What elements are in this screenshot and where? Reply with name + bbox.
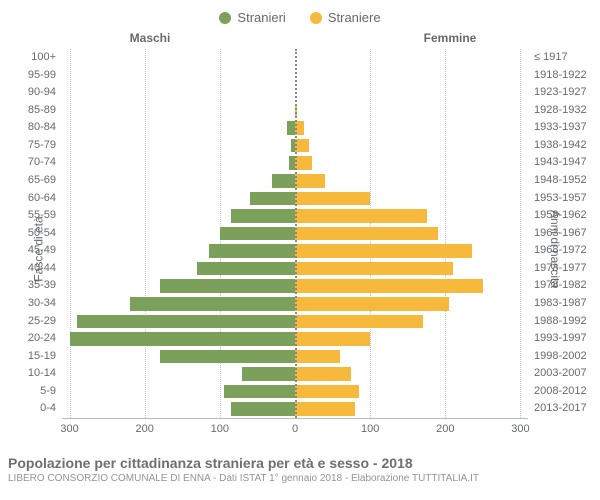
x-tick-label: 300 xyxy=(511,423,529,435)
bar-male xyxy=(250,192,295,206)
caption: Popolazione per cittadinanza straniera p… xyxy=(0,449,600,484)
age-label: 100+ xyxy=(31,49,62,67)
birth-year-label: 1993-1997 xyxy=(528,330,587,348)
birth-year-label: 1983-1987 xyxy=(528,295,587,313)
legend-label-female: Straniere xyxy=(328,10,381,25)
x-axis: 300 200 100 0 100 200 300 xyxy=(62,423,528,439)
x-tick-label: 200 xyxy=(135,423,153,435)
center-line xyxy=(295,49,297,418)
birth-year-label: 1923-1927 xyxy=(528,84,587,102)
birth-year-label: 1918-1922 xyxy=(528,67,587,85)
age-label: 60-64 xyxy=(28,190,62,208)
bar-male xyxy=(209,244,295,258)
birth-year-label: 1933-1937 xyxy=(528,119,587,137)
age-label: 25-29 xyxy=(28,313,62,331)
birth-year-label: 1973-1977 xyxy=(528,260,587,278)
bar-female xyxy=(295,315,423,329)
bar-male xyxy=(77,315,295,329)
birth-year-label: 1963-1967 xyxy=(528,225,587,243)
bar-female xyxy=(295,192,370,206)
birth-year-label: 1958-1962 xyxy=(528,207,587,225)
caption-subtitle: LIBERO CONSORZIO COMUNALE DI ENNA - Dati… xyxy=(8,473,592,484)
bar-male xyxy=(231,402,295,416)
bar-female xyxy=(295,139,309,153)
birth-year-label: 1968-1972 xyxy=(528,242,587,260)
header-female: Femmine xyxy=(300,31,600,45)
birth-year-label: 1998-2002 xyxy=(528,348,587,366)
birth-year-label: 2013-2017 xyxy=(528,400,587,418)
x-tick-label: 0 xyxy=(292,423,298,435)
legend-item-male: Stranieri xyxy=(219,10,285,25)
age-label: 75-79 xyxy=(28,137,62,155)
bar-male xyxy=(70,332,295,346)
birth-year-label: 1988-1992 xyxy=(528,313,587,331)
header-male: Maschi xyxy=(0,31,300,45)
bar-female xyxy=(295,297,449,311)
age-label: 90-94 xyxy=(28,84,62,102)
bar-male xyxy=(287,121,295,135)
birth-year-label: 1953-1957 xyxy=(528,190,587,208)
bar-female xyxy=(295,332,370,346)
bar-male xyxy=(197,262,295,276)
bar-female xyxy=(295,174,325,188)
plot-region: 100+≤ 191795-991918-192290-941923-192785… xyxy=(62,49,528,419)
bar-female xyxy=(295,227,438,241)
bar-female xyxy=(295,350,340,364)
age-label: 15-19 xyxy=(28,348,62,366)
bar-male xyxy=(231,209,295,223)
caption-title: Popolazione per cittadinanza straniera p… xyxy=(8,455,592,471)
age-label: 95-99 xyxy=(28,67,62,85)
age-label: 0-4 xyxy=(40,400,62,418)
bar-male xyxy=(224,385,295,399)
age-label: 10-14 xyxy=(28,365,62,383)
age-label: 80-84 xyxy=(28,119,62,137)
age-label: 65-69 xyxy=(28,172,62,190)
x-tick-label: 300 xyxy=(60,423,78,435)
bar-female xyxy=(295,385,359,399)
birth-year-label: 1943-1947 xyxy=(528,154,587,172)
birth-year-label: ≤ 1917 xyxy=(528,49,568,67)
bar-female xyxy=(295,367,351,381)
age-label: 5-9 xyxy=(40,383,62,401)
legend-label-male: Stranieri xyxy=(237,10,285,25)
birth-year-label: 2008-2012 xyxy=(528,383,587,401)
age-label: 40-44 xyxy=(28,260,62,278)
age-label: 55-59 xyxy=(28,207,62,225)
bar-male xyxy=(220,227,295,241)
bar-female xyxy=(295,279,483,293)
birth-year-label: 1938-1942 xyxy=(528,137,587,155)
x-tick-label: 100 xyxy=(211,423,229,435)
birth-year-label: 1948-1952 xyxy=(528,172,587,190)
swatch-male-icon xyxy=(219,12,231,24)
bar-male xyxy=(160,279,295,293)
age-label: 70-74 xyxy=(28,154,62,172)
age-label: 50-54 xyxy=(28,225,62,243)
bar-female xyxy=(295,402,355,416)
swatch-female-icon xyxy=(310,12,322,24)
legend: Stranieri Straniere xyxy=(0,0,600,31)
chart-area: Fasce di età Anni di nascita 100+≤ 19179… xyxy=(0,49,600,449)
column-headers: Maschi Femmine xyxy=(0,31,600,49)
age-label: 35-39 xyxy=(28,277,62,295)
birth-year-label: 1928-1932 xyxy=(528,102,587,120)
bar-female xyxy=(295,244,472,258)
age-label: 30-34 xyxy=(28,295,62,313)
bar-female xyxy=(295,156,312,170)
x-tick-label: 100 xyxy=(361,423,379,435)
bar-male xyxy=(160,350,295,364)
legend-item-female: Straniere xyxy=(310,10,381,25)
bar-female xyxy=(295,262,453,276)
age-label: 20-24 xyxy=(28,330,62,348)
bar-female xyxy=(295,209,427,223)
age-label: 45-49 xyxy=(28,242,62,260)
birth-year-label: 2003-2007 xyxy=(528,365,587,383)
age-label: 85-89 xyxy=(28,102,62,120)
bar-male xyxy=(242,367,295,381)
bar-male xyxy=(130,297,295,311)
bar-male xyxy=(272,174,295,188)
birth-year-label: 1978-1982 xyxy=(528,277,587,295)
x-tick-label: 200 xyxy=(436,423,454,435)
